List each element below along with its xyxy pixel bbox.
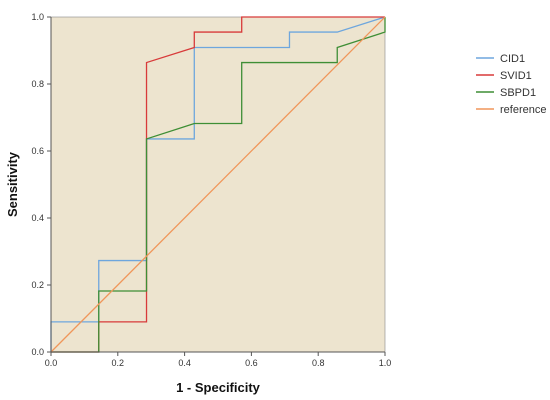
x-tick-label: 0.2: [112, 358, 125, 368]
x-axis-ticks: 0.0 0.2 0.4 0.6 0.8 1.0: [45, 352, 392, 368]
y-axis-ticks: 0.0 0.2 0.4 0.6 0.8 1.0: [31, 12, 51, 357]
legend: CID1 SVID1 SBPD1 reference: [476, 53, 546, 116]
series-layer: [50, 16, 386, 353]
y-tick-label: 0.0: [31, 347, 44, 357]
y-tick-label: 0.4: [31, 213, 44, 223]
y-tick-label: 0.6: [31, 146, 44, 156]
axes-layer: [50, 17, 385, 353]
series-line-cid1: [50, 16, 386, 352]
y-tick-label: 1.0: [31, 12, 44, 22]
legend-label-cid1: CID1: [500, 53, 525, 65]
x-tick-label: 0.4: [178, 358, 191, 368]
x-tick-label: 0.6: [245, 358, 258, 368]
legend-label-reference: reference: [500, 104, 546, 116]
y-tick-label: 0.8: [31, 79, 44, 89]
series-line-reference: [50, 16, 386, 353]
y-tick-label: 0.2: [31, 280, 44, 290]
x-tick-label: 0.0: [45, 358, 58, 368]
series-line-sbpd1: [51, 17, 386, 353]
legend-label-sbpd1: SBPD1: [500, 87, 536, 99]
y-axis-title: Sensitivity: [5, 151, 20, 217]
x-tick-label: 0.8: [312, 358, 325, 368]
x-axis-title: 1 - Specificity: [176, 380, 261, 395]
x-tick-label: 1.0: [379, 358, 392, 368]
legend-label-svid1: SVID1: [500, 70, 532, 82]
